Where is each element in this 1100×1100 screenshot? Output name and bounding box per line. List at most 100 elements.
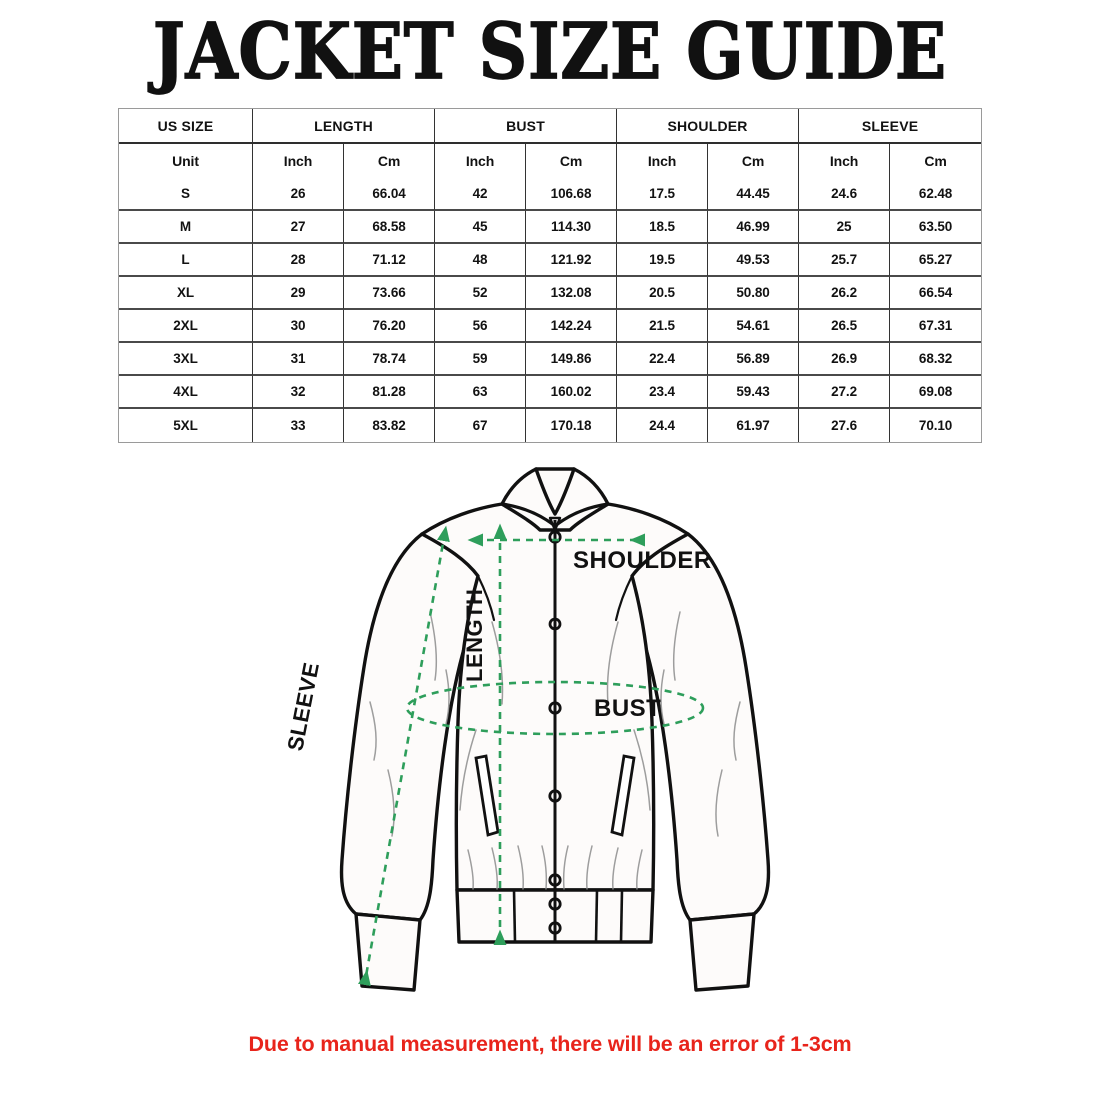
- cell-bust-inch: 67: [435, 409, 527, 442]
- cell-us-size: 5XL: [119, 409, 253, 442]
- cell-sleeve-inch: 24.6: [799, 178, 891, 211]
- cell-bust-cm: 149.86: [526, 343, 618, 376]
- snap-button: [548, 921, 562, 935]
- cell-us-size: 4XL: [119, 376, 253, 409]
- cell-length-inch: 27: [253, 211, 344, 244]
- cell-shoulder-cm: 44.45: [708, 178, 800, 211]
- cell-bust-cm: 170.18: [526, 409, 618, 442]
- cell-length-inch: 30: [253, 310, 344, 343]
- cell-bust-inch: 63: [435, 376, 527, 409]
- jacket-diagram: SHOULDER LENGTH BUST SLEEVE: [270, 452, 840, 1032]
- cell-length-inch: 29: [253, 277, 344, 310]
- unit-bust-cm: Cm: [526, 144, 618, 178]
- unit-label: Unit: [119, 144, 253, 178]
- cell-us-size: M: [119, 211, 253, 244]
- collar-fold-line: [534, 467, 576, 516]
- cell-sleeve-inch: 26.9: [799, 343, 891, 376]
- label-bust: BUST: [594, 695, 661, 722]
- cell-shoulder-cm: 61.97: [708, 409, 800, 442]
- cell-shoulder-cm: 46.99: [708, 211, 800, 244]
- unit-length-inch: Inch: [253, 144, 344, 178]
- cell-bust-inch: 52: [435, 277, 527, 310]
- cell-bust-cm: 142.24: [526, 310, 618, 343]
- cell-sleeve-inch: 27.2: [799, 376, 891, 409]
- size-chart-container: US SIZE LENGTH BUST SHOULDER SLEEVE Unit…: [118, 108, 983, 443]
- cell-shoulder-inch: 21.5: [617, 310, 709, 343]
- cell-shoulder-inch: 20.5: [617, 277, 709, 310]
- cell-bust-cm: 114.30: [526, 211, 618, 244]
- cell-length-inch: 26: [253, 178, 344, 211]
- cell-bust-cm: 121.92: [526, 244, 618, 277]
- group-header-sleeve: SLEEVE: [799, 109, 982, 144]
- cell-us-size: L: [119, 244, 253, 277]
- cell-bust-inch: 56: [435, 310, 527, 343]
- cell-shoulder-inch: 17.5: [617, 178, 709, 211]
- cell-sleeve-inch: 25: [799, 211, 891, 244]
- table-row: L 28 71.12 48 121.92 19.5 49.53 25.7 65.27: [119, 244, 982, 277]
- cell-bust-cm: 106.68: [526, 178, 618, 211]
- cell-length-cm: 73.66: [344, 277, 436, 310]
- shoulder-seam-right: [614, 574, 634, 622]
- snap-button-group: [548, 530, 562, 935]
- label-shoulder: SHOULDER: [573, 547, 712, 574]
- cell-us-size: 2XL: [119, 310, 253, 343]
- cell-length-inch: 33: [253, 409, 344, 442]
- cell-length-cm: 81.28: [344, 376, 436, 409]
- cell-bust-inch: 59: [435, 343, 527, 376]
- cell-us-size: S: [119, 178, 253, 211]
- cell-shoulder-cm: 54.61: [708, 310, 800, 343]
- snap-button: [548, 873, 562, 887]
- bust-measure-ellipse[interactable]: [405, 680, 705, 736]
- cell-sleeve-inch: 26.2: [799, 277, 891, 310]
- cell-shoulder-inch: 22.4: [617, 343, 709, 376]
- cell-sleeve-cm: 63.50: [890, 211, 982, 244]
- cell-sleeve-cm: 62.48: [890, 178, 982, 211]
- cell-sleeve-cm: 65.27: [890, 244, 982, 277]
- table-row: S 26 66.04 42 106.68 17.5 44.45 24.6 62.48: [119, 178, 982, 211]
- cell-us-size: XL: [119, 277, 253, 310]
- cell-shoulder-cm: 50.80: [708, 277, 800, 310]
- table-row: M 27 68.58 45 114.30 18.5 46.99 25 63.50: [119, 211, 982, 244]
- cell-length-cm: 68.58: [344, 211, 436, 244]
- unit-shoulder-cm: Cm: [708, 144, 800, 178]
- page-title: JACKET SIZE GUIDE: [152, 5, 948, 96]
- cell-sleeve-cm: 69.08: [890, 376, 982, 409]
- cell-length-inch: 28: [253, 244, 344, 277]
- cell-length-inch: 32: [253, 376, 344, 409]
- cell-bust-inch: 45: [435, 211, 527, 244]
- cell-bust-cm: 160.02: [526, 376, 618, 409]
- unit-shoulder-inch: Inch: [617, 144, 709, 178]
- cell-shoulder-inch: 18.5: [617, 211, 709, 244]
- cell-sleeve-cm: 70.10: [890, 409, 982, 442]
- cell-length-cm: 66.04: [344, 178, 436, 211]
- cell-shoulder-cm: 59.43: [708, 376, 800, 409]
- cell-shoulder-cm: 49.53: [708, 244, 800, 277]
- cell-bust-inch: 48: [435, 244, 527, 277]
- unit-sleeve-cm: Cm: [890, 144, 982, 178]
- cell-shoulder-cm: 56.89: [708, 343, 800, 376]
- cell-length-cm: 83.82: [344, 409, 436, 442]
- label-length: LENGTH: [462, 589, 487, 682]
- cell-sleeve-inch: 27.6: [799, 409, 891, 442]
- table-row: 2XL 30 76.20 56 142.24 21.5 54.61 26.5 67.31: [119, 310, 982, 343]
- cell-shoulder-inch: 19.5: [617, 244, 709, 277]
- cell-length-cm: 76.20: [344, 310, 436, 343]
- cell-sleeve-inch: 25.7: [799, 244, 891, 277]
- cell-sleeve-cm: 68.32: [890, 343, 982, 376]
- cell-bust-inch: 42: [435, 178, 527, 211]
- pocket-welt-right: [610, 754, 636, 837]
- sleeve-measure-line[interactable]: [358, 525, 450, 987]
- table-body: S 26 66.04 42 106.68 17.5 44.45 24.6 62.48 M 27 68.…: [119, 178, 982, 442]
- cell-length-cm: 71.12: [344, 244, 436, 277]
- snap-button: [548, 897, 562, 911]
- snap-button: [548, 701, 562, 715]
- unit-sleeve-inch: Inch: [799, 144, 891, 178]
- table-group-header-row: US SIZE LENGTH BUST SHOULDER SLEEVE: [119, 109, 982, 144]
- snap-button: [548, 789, 562, 803]
- cell-length-inch: 31: [253, 343, 344, 376]
- cell-bust-cm: 132.08: [526, 277, 618, 310]
- table-row: XL 29 73.66 52 132.08 20.5 50.80 26.2 66.54: [119, 277, 982, 310]
- cell-sleeve-inch: 26.5: [799, 310, 891, 343]
- table-unit-row: Unit Inch Cm Inch Cm Inch Cm Inch Cm: [119, 144, 982, 178]
- cell-us-size: 3XL: [119, 343, 253, 376]
